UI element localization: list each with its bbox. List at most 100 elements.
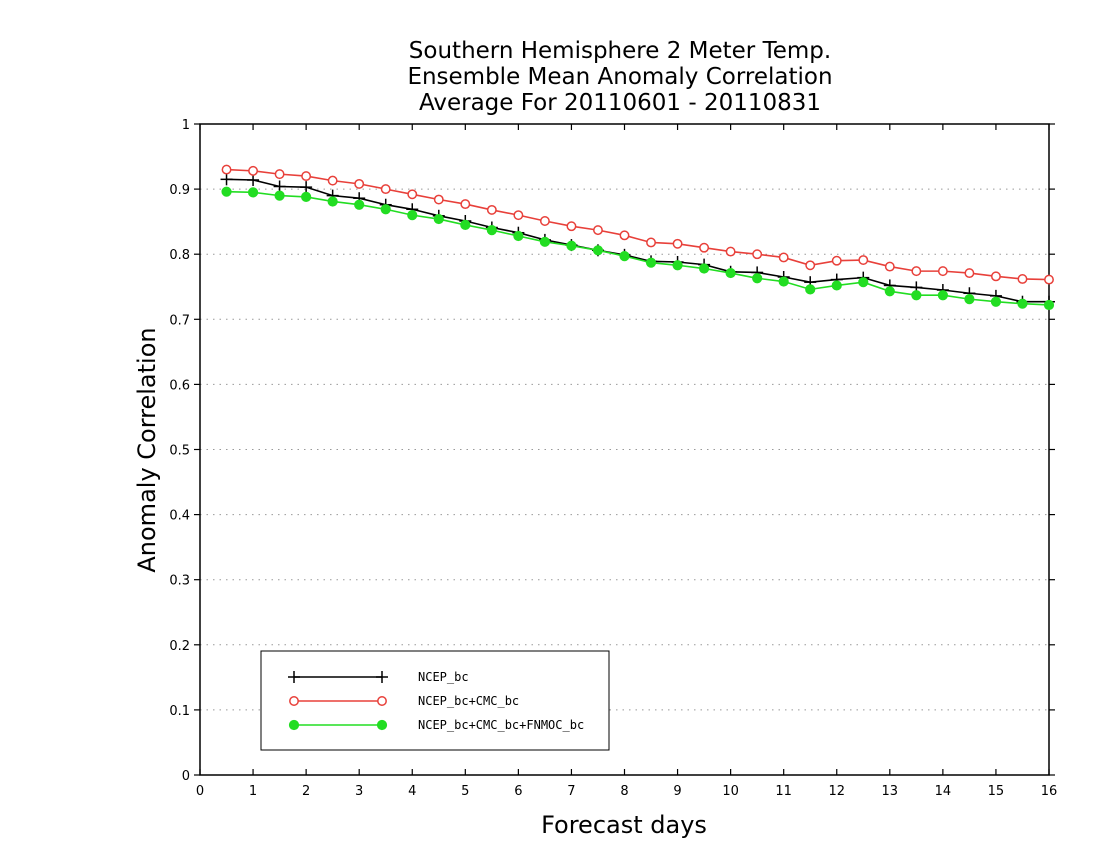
- legend-item: NCEP_bc+CMC_bc: [289, 694, 519, 708]
- series-1: [220, 173, 1055, 308]
- title-line-3: Average For 20110601 - 20110831: [419, 90, 821, 116]
- data-point: [407, 189, 418, 200]
- chart-title: Southern Hemisphere 2 Meter Temp.Ensembl…: [407, 38, 832, 116]
- data-point: [1017, 298, 1028, 309]
- data-point: [752, 273, 763, 284]
- x-tick-label: 9: [673, 784, 681, 799]
- data-point: [380, 184, 391, 195]
- data-point: [619, 251, 630, 262]
- data-point: [274, 190, 285, 201]
- legend-marker: [377, 696, 387, 706]
- data-point: [778, 252, 789, 263]
- data-point: [460, 199, 471, 210]
- data-point: [407, 210, 418, 221]
- data-point: [248, 165, 259, 176]
- legend-item: NCEP_bc: [288, 670, 469, 684]
- data-point: [247, 173, 260, 186]
- y-tick-label: 0.4: [169, 509, 190, 524]
- data-point: [698, 263, 710, 274]
- data-point: [858, 277, 869, 288]
- data-point: [884, 286, 895, 297]
- data-point: [672, 260, 683, 271]
- x-tick-label: 10: [722, 784, 739, 799]
- data-point: [672, 238, 683, 249]
- x-tick-label: 8: [620, 784, 628, 799]
- legend-label: NCEP_bc+CMC_bc: [418, 694, 519, 708]
- y-tick-label: 0: [182, 769, 190, 784]
- legend-label: NCEP_bc+CMC_bc+FNMOC_bc: [418, 718, 584, 732]
- data-point: [831, 255, 842, 266]
- data-point: [646, 237, 656, 248]
- y-tick-label: 0.2: [169, 639, 190, 654]
- data-point: [539, 236, 551, 247]
- data-point: [460, 219, 471, 231]
- data-point: [301, 191, 312, 203]
- data-point: [1044, 274, 1054, 285]
- data-point: [725, 246, 736, 257]
- data-point: [380, 204, 391, 215]
- x-tick-label: 13: [882, 784, 899, 799]
- data-point: [486, 204, 497, 215]
- data-point: [990, 296, 1002, 307]
- data-point: [327, 196, 338, 207]
- data-point: [433, 194, 444, 205]
- data-point: [247, 187, 259, 198]
- data-point: [778, 276, 789, 287]
- x-tick-label: 0: [196, 784, 204, 799]
- data-point: [1043, 299, 1055, 311]
- data-point: [486, 225, 497, 236]
- data-series: [220, 164, 1055, 311]
- data-point: [566, 240, 577, 251]
- series-2: [221, 164, 1054, 285]
- data-point: [539, 216, 550, 226]
- x-tick-label: 6: [514, 784, 522, 799]
- x-tick-label: 1: [249, 784, 257, 799]
- title-line-2: Ensemble Mean Anomaly Correlation: [407, 64, 832, 90]
- y-tick-label: 0.1: [169, 704, 190, 719]
- data-point: [805, 284, 816, 295]
- data-point: [831, 280, 842, 291]
- x-tick-label: 12: [828, 784, 845, 799]
- data-point: [937, 290, 948, 301]
- data-point: [566, 221, 577, 232]
- data-point: [592, 245, 604, 256]
- x-tick-label: 3: [355, 784, 363, 799]
- x-axis-label: Forecast days: [541, 811, 707, 839]
- data-point: [619, 230, 630, 241]
- x-tick-label: 14: [935, 784, 952, 799]
- data-point: [221, 186, 232, 197]
- data-point: [513, 230, 524, 242]
- y-axis-label: Anomaly Correlation: [133, 327, 161, 572]
- legend-marker: [288, 671, 300, 683]
- y-tick-label: 1: [182, 118, 190, 133]
- data-point: [221, 164, 232, 175]
- legend-marker: [376, 719, 388, 731]
- data-point: [1017, 273, 1028, 284]
- y-tick-label: 0.5: [169, 444, 190, 459]
- data-point: [964, 294, 975, 305]
- y-tick-label: 0.7: [169, 313, 190, 328]
- data-point: [937, 266, 948, 277]
- x-tick-label: 5: [461, 784, 469, 799]
- data-point: [433, 213, 444, 225]
- legend-item: NCEP_bc+CMC_bc+FNMOC_bc: [288, 718, 584, 732]
- data-point: [301, 171, 312, 182]
- data-point: [699, 242, 710, 253]
- legend: NCEP_bc NCEP_bc+CMC_bc NCEP_bc+CMC_bc+FNMO…: [260, 650, 610, 751]
- data-point: [884, 261, 895, 272]
- title-line-1: Southern Hemisphere 2 Meter Temp.: [409, 38, 831, 64]
- data-point: [274, 169, 285, 180]
- y-gridlines: [200, 123, 1049, 711]
- data-point: [645, 257, 657, 268]
- axis-ticks: 00.10.20.30.40.50.60.70.80.910 1 2 3 4 5 6 7 8 9 1…: [169, 118, 1057, 799]
- y-tick-label: 0.3: [169, 574, 190, 589]
- data-point: [354, 178, 365, 189]
- data-point: [220, 173, 233, 186]
- data-point: [273, 180, 286, 193]
- x-tick-label: 7: [567, 784, 575, 799]
- y-tick-label: 0.8: [169, 248, 190, 263]
- legend-marker: [376, 671, 388, 683]
- data-point: [513, 210, 524, 221]
- x-tick-label: 11: [775, 784, 792, 799]
